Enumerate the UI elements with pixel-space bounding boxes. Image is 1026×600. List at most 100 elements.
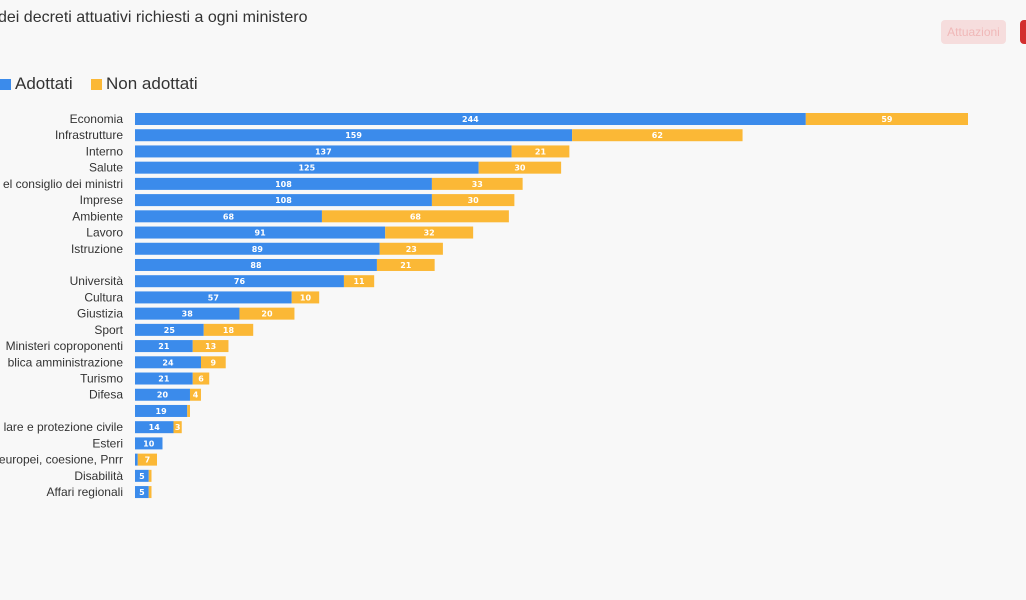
legend-label-adottati: Adottati <box>15 74 73 93</box>
bar-adottati[interactable] <box>135 226 386 239</box>
bar-non-adottati[interactable] <box>291 291 320 304</box>
bar-adottati[interactable] <box>135 275 344 288</box>
bar-non-adottati[interactable] <box>572 129 743 142</box>
bar-non-adottati[interactable] <box>187 404 190 417</box>
bar-adottati[interactable] <box>135 210 322 223</box>
data-label: 108 <box>275 180 292 189</box>
category-label: blica amministrazione <box>8 355 124 369</box>
data-label: 88 <box>250 261 262 270</box>
bar-non-adottati[interactable] <box>343 275 375 288</box>
bar-non-adottati[interactable] <box>192 340 229 353</box>
data-label: 14 <box>149 423 161 432</box>
bar-non-adottati[interactable] <box>385 226 474 239</box>
tab-attuazioni[interactable]: Attuazioni <box>941 20 1006 44</box>
bar-non-adottati[interactable] <box>148 486 152 499</box>
category-label: europei, coesione, Pnrr <box>0 453 123 467</box>
bar-adottati[interactable] <box>135 291 292 304</box>
data-label: 4 <box>193 391 199 400</box>
data-label: 91 <box>255 229 267 238</box>
data-label: 21 <box>535 147 547 156</box>
legend-item-adottati[interactable]: Adottati <box>0 74 73 94</box>
bar-adottati[interactable] <box>135 356 201 369</box>
bar-non-adottati[interactable] <box>376 258 435 271</box>
bar-non-adottati[interactable] <box>189 388 201 401</box>
bar-non-adottati[interactable] <box>379 242 443 255</box>
bar-adottati[interactable] <box>135 129 573 142</box>
bar-non-adottati[interactable] <box>173 421 182 434</box>
chart-title: dei decreti attuativi richiesti a ogni m… <box>0 9 308 26</box>
data-label: 89 <box>252 245 264 254</box>
bar-adottati[interactable] <box>135 177 432 190</box>
data-label: 159 <box>345 131 362 140</box>
data-label: 30 <box>468 196 480 205</box>
data-label: 13 <box>205 342 216 351</box>
category-label: Sport <box>94 323 123 337</box>
data-label: 244 <box>462 115 479 124</box>
data-label: 6 <box>198 375 204 384</box>
bar-non-adottati[interactable] <box>239 307 295 320</box>
bar-adottati[interactable] <box>135 453 138 466</box>
bar-non-adottati[interactable] <box>431 194 515 207</box>
category-label: Economia <box>70 112 124 126</box>
bar-adottati[interactable] <box>135 323 204 336</box>
data-label: 9 <box>211 358 217 367</box>
data-label: 30 <box>514 164 526 173</box>
data-label: 33 <box>472 180 483 189</box>
category-label: Giustizia <box>77 307 123 321</box>
bar-adottati[interactable] <box>135 469 149 482</box>
data-label: 23 <box>406 245 417 254</box>
legend-swatch-non-adottati <box>91 78 102 90</box>
data-label: 21 <box>158 375 170 384</box>
data-label: 5 <box>139 488 145 497</box>
category-label: lare e protezione civile <box>4 420 124 434</box>
category-label: Salute <box>89 161 123 175</box>
data-label: 25 <box>164 326 176 335</box>
bar-non-adottati[interactable] <box>321 210 509 223</box>
bar-adottati[interactable] <box>135 486 149 499</box>
bar-adottati[interactable] <box>135 194 432 207</box>
bar-non-adottati[interactable] <box>200 356 226 369</box>
bar-adottati[interactable] <box>135 340 193 353</box>
data-label: 125 <box>298 164 315 173</box>
data-label: 32 <box>424 229 435 238</box>
bar-adottati[interactable] <box>135 113 806 125</box>
bar-adottati[interactable] <box>135 437 163 450</box>
bar-non-adottati[interactable] <box>148 469 152 482</box>
data-label: 20 <box>261 310 273 319</box>
category-label: Esteri <box>92 436 123 450</box>
category-label: Istruzione <box>71 242 123 256</box>
data-label: 21 <box>158 342 170 351</box>
bar-non-adottati[interactable] <box>203 323 254 336</box>
bar-non-adottati[interactable] <box>192 372 210 385</box>
bar-non-adottati[interactable] <box>511 145 570 158</box>
data-label: 108 <box>275 196 292 205</box>
category-label: Disabilità <box>74 469 123 483</box>
tab-active[interactable] <box>1020 20 1026 44</box>
bar-non-adottati[interactable] <box>137 453 157 466</box>
category-label: Turismo <box>80 372 123 386</box>
bar-adottati[interactable] <box>135 161 479 174</box>
bar-adottati[interactable] <box>135 404 188 417</box>
bar-adottati[interactable] <box>135 372 193 385</box>
legend-item-non-adottati[interactable]: Non adottati <box>91 74 198 94</box>
category-label: Imprese <box>80 193 124 207</box>
bar-adottati[interactable] <box>135 421 174 434</box>
bar-adottati[interactable] <box>135 258 377 271</box>
data-label: 10 <box>300 293 312 302</box>
data-label: 76 <box>234 277 246 286</box>
bar-non-adottati[interactable] <box>431 177 523 190</box>
bar-adottati[interactable] <box>135 145 512 158</box>
bar-adottati[interactable] <box>135 388 190 401</box>
bar-non-adottati[interactable] <box>805 113 968 125</box>
legend-swatch-adottati <box>0 78 11 90</box>
data-label: 137 <box>315 147 332 156</box>
category-label: Difesa <box>89 388 123 402</box>
data-label: 18 <box>223 326 235 335</box>
category-label: Interno <box>86 144 124 158</box>
bar-non-adottati[interactable] <box>478 161 562 174</box>
bar-adottati[interactable] <box>135 307 240 320</box>
category-label: Università <box>70 274 124 288</box>
bar-adottati[interactable] <box>135 242 380 255</box>
category-label: Infrastrutture <box>55 128 123 142</box>
data-label: 57 <box>208 293 219 302</box>
